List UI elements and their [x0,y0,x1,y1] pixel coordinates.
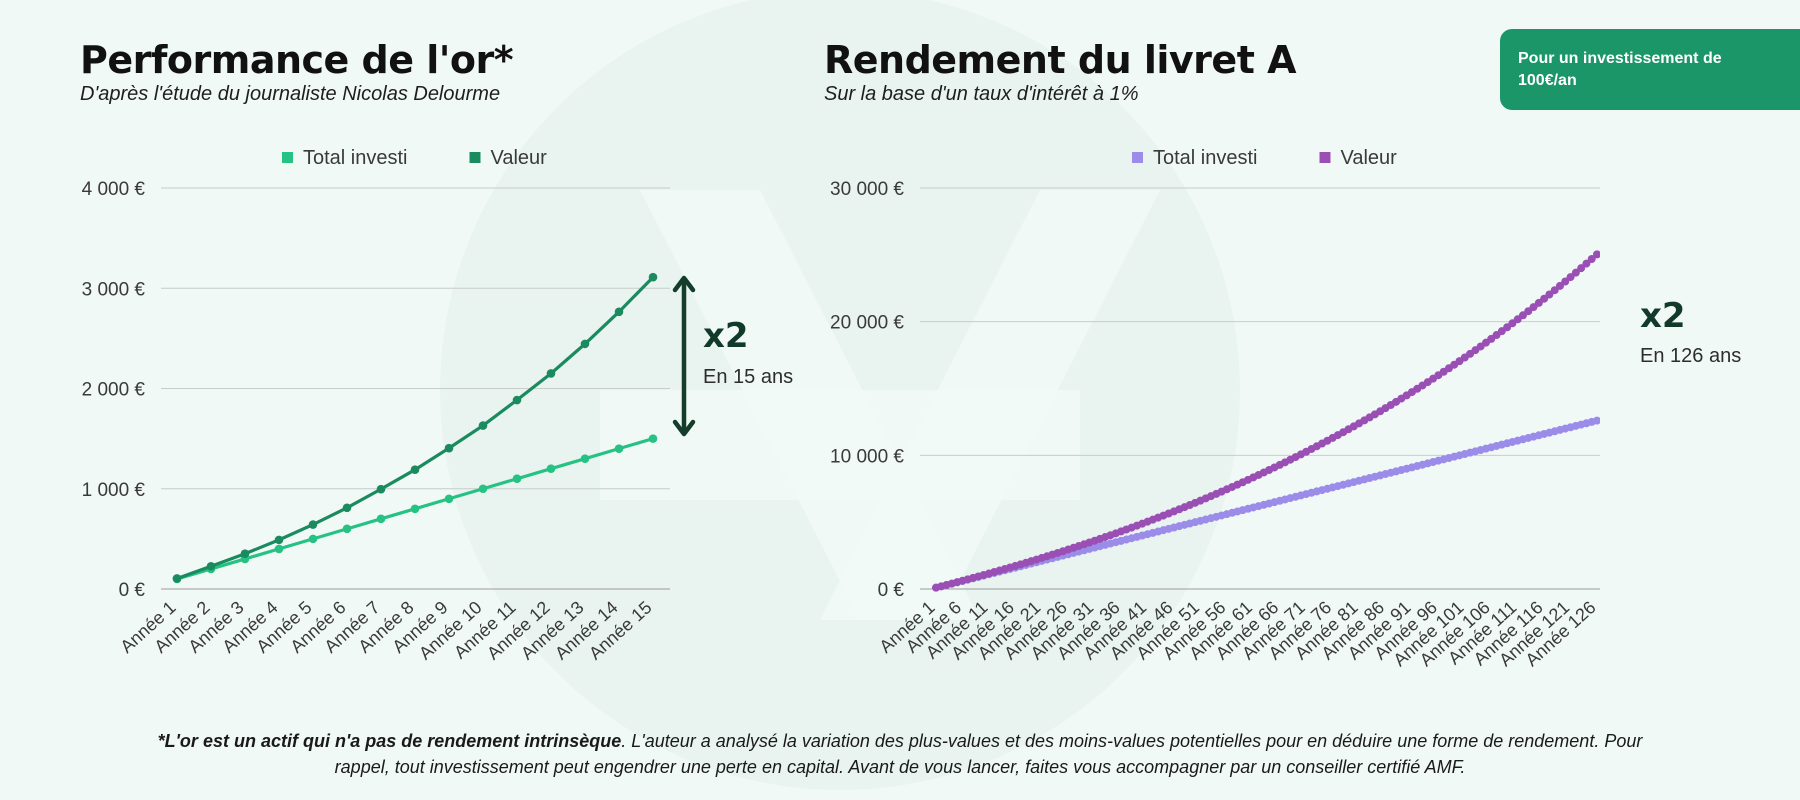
investment-badge: Pour un investissement de 100€/an [1500,29,1800,110]
data-point-valeur [1571,268,1580,277]
y-tick-label: 2 000 € [82,380,146,401]
data-point-valeur [444,443,454,453]
y-tick-label: 30 000 € [830,179,904,200]
legend-label: Valeur [491,147,548,169]
data-point-valeur [1566,273,1575,282]
gold-duration-label: En 15 ans [703,366,794,388]
data-point-total-investi [308,534,318,544]
series-line-valeur [176,276,655,580]
data-point-valeur [172,574,182,583]
livret-multiplier-label: x2 [1640,296,1686,336]
multiplier-arrow-head-top [672,275,696,293]
data-point-valeur [274,535,284,545]
data-point-total-investi [410,504,420,514]
data-point-valeur [1582,259,1591,268]
gold-chart-subtitle: D'après l'étude du journaliste Nicolas D… [80,83,501,105]
data-point-valeur [1587,255,1596,264]
data-point-valeur [1593,250,1600,259]
multiplier-arrow-head-bottom [672,419,696,437]
data-point-valeur [1550,286,1559,295]
data-point-valeur [308,520,318,529]
data-point-total-investi [614,444,624,453]
legend-label: Total investi [303,147,408,169]
data-point-valeur [206,561,216,571]
legend-label: Total investi [1153,147,1258,169]
data-point-valeur [240,549,250,559]
y-tick-label: 20 000 € [830,313,904,334]
y-tick-label: 4 000 € [82,179,146,200]
data-point-valeur [614,307,624,317]
data-point-valeur [512,395,522,405]
data-point-total-investi [478,484,488,494]
data-point-total-investi [342,524,352,534]
y-tick-label: 3 000 € [82,279,146,300]
legend-swatch-total-investi [1132,152,1143,163]
data-point-valeur [410,465,420,475]
footnote: *L'or est un actif qui n'a pas de rendem… [150,728,1650,780]
data-point-valeur [478,421,488,430]
y-tick-label: 1 000 € [82,480,146,501]
footnote-bold: *L'or est un actif qui n'a pas de rendem… [157,731,622,751]
data-point-valeur [648,272,658,282]
gold-chart-title: Performance de l'or* [80,38,514,82]
data-point-total-investi [1593,416,1600,425]
legend-swatch-total-investi [282,152,293,163]
data-point-total-investi [274,544,284,554]
data-point-valeur [342,503,352,513]
data-point-valeur [1555,281,1564,290]
data-point-valeur [580,339,590,349]
y-tick-label: 0 € [119,580,146,601]
livret-a-chart: 0 €10 000 €20 000 €30 000 €Année 1Année … [830,147,1600,670]
data-point-total-investi [376,514,386,524]
series-line-valeur [935,253,1599,590]
gold-multiplier-label: x2 [703,316,749,356]
y-tick-label: 10 000 € [830,446,904,467]
footnote-text: . L'auteur a analysé la variation des pl… [334,731,1643,777]
livret-chart-subtitle: Sur la base d'un taux d'intérêt à 1% [824,83,1139,105]
data-point-total-investi [648,434,658,443]
data-point-valeur [376,484,386,494]
data-point-total-investi [512,474,522,484]
y-tick-label: 0 € [878,580,905,601]
data-point-valeur [1561,277,1570,286]
livret-chart-title: Rendement du livret A [824,38,1297,82]
legend-label: Valeur [1341,147,1398,169]
data-point-valeur [546,369,556,378]
livret-duration-label: En 126 ans [1640,345,1742,367]
data-point-valeur [1577,264,1586,273]
gold-performance-chart: 0 €1 000 €2 000 €3 000 €4 000 €Année 1An… [82,147,696,664]
data-point-total-investi [546,464,556,474]
legend-swatch-valeur [1319,152,1331,163]
data-point-total-investi [444,494,454,504]
legend-swatch-valeur [469,152,481,163]
data-point-valeur [1545,290,1554,299]
data-point-total-investi [580,454,590,463]
